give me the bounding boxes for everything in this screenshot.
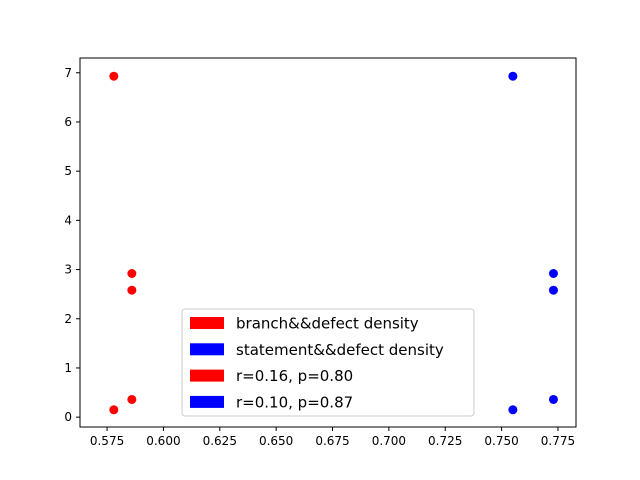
legend-swatch bbox=[190, 317, 224, 329]
y-tick-label: 0 bbox=[64, 410, 72, 424]
y-tick-label: 1 bbox=[64, 361, 72, 375]
y-tick-label: 6 bbox=[64, 115, 72, 129]
y-tick-label: 5 bbox=[64, 164, 72, 178]
legend-swatch bbox=[190, 395, 224, 408]
legend-swatch bbox=[190, 343, 224, 356]
x-axis-ticks: 0.575 0.600 0.625 0.650 0.675 0.700 0.725 0.750… bbox=[90, 427, 575, 448]
x-tick-label: 0.575 bbox=[90, 434, 124, 448]
y-tick-label: 7 bbox=[64, 66, 72, 80]
x-tick-label: 0.600 bbox=[146, 434, 180, 448]
x-tick-label: 0.650 bbox=[259, 434, 293, 448]
legend-label: r=0.16, p=0.80 bbox=[236, 367, 353, 385]
y-tick-label: 4 bbox=[64, 213, 72, 227]
legend: branch&&defect density statement&&defect … bbox=[181, 308, 475, 417]
data-point-series-1 bbox=[548, 394, 558, 404]
x-tick-label: 0.675 bbox=[315, 434, 349, 448]
points-layer bbox=[109, 71, 558, 415]
legend-label: r=0.10, p=0.87 bbox=[236, 393, 353, 411]
x-tick-label: 0.625 bbox=[203, 434, 237, 448]
legend-swatch bbox=[190, 369, 224, 382]
x-tick-label: 0.750 bbox=[484, 434, 518, 448]
data-point-series-0 bbox=[109, 71, 119, 81]
legend-label: statement&&defect density bbox=[236, 341, 444, 359]
x-tick-label: 0.775 bbox=[541, 434, 575, 448]
axes-frame bbox=[79, 57, 577, 428]
y-tick-label: 2 bbox=[64, 312, 72, 326]
data-point-series-0 bbox=[127, 285, 137, 295]
y-tick-label: 3 bbox=[64, 263, 72, 277]
x-tick-label: 0.700 bbox=[372, 434, 406, 448]
data-point-series-0 bbox=[109, 405, 119, 415]
data-point-series-0 bbox=[127, 394, 137, 404]
data-point-series-1 bbox=[548, 285, 558, 295]
data-point-series-1 bbox=[508, 71, 518, 81]
data-point-series-1 bbox=[508, 405, 518, 415]
y-axis-ticks: 0 1 2 3 4 5 6 7 bbox=[64, 66, 80, 424]
legend-box bbox=[181, 308, 475, 417]
legend-label: branch&&defect density bbox=[236, 315, 419, 333]
x-tick-label: 0.725 bbox=[428, 434, 462, 448]
data-point-series-1 bbox=[548, 268, 558, 278]
data-point-series-0 bbox=[127, 268, 137, 278]
